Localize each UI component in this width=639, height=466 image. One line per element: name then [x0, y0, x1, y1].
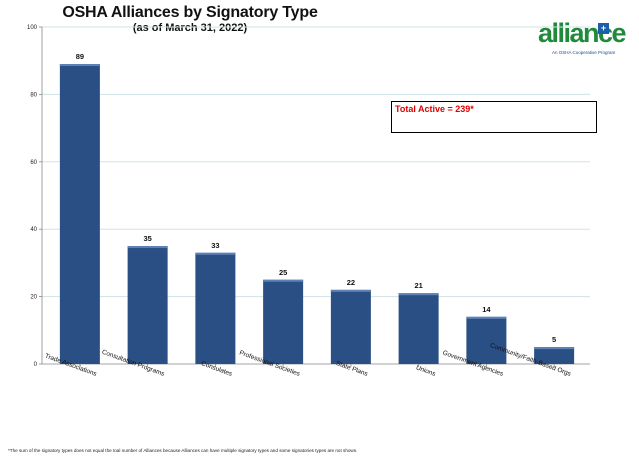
- total-active-box: Total Active = 239*: [391, 101, 597, 133]
- bar-highlight: [263, 279, 304, 282]
- bar: [59, 64, 100, 364]
- bar: [330, 289, 371, 364]
- y-tick-label: 60: [30, 160, 37, 166]
- bar-highlight: [466, 316, 507, 319]
- bar-highlight: [127, 246, 168, 249]
- bar-highlight: [330, 289, 371, 292]
- logo-tagline: An OSHA Cooperative Program: [552, 50, 616, 55]
- y-tick-label: 40: [30, 227, 37, 233]
- x-tick-label: Unions: [415, 364, 437, 378]
- chart-title: OSHA Alliances by Signatory Type: [62, 4, 318, 21]
- data-label: 5: [552, 335, 556, 344]
- footnote: *The sum of the signatory types does not…: [8, 448, 358, 453]
- logo-plus-icon: +: [598, 23, 609, 34]
- bar: [466, 316, 507, 364]
- bar: [534, 347, 575, 364]
- chart-subtitle: (as of March 31, 2022): [132, 22, 248, 34]
- data-label: 33: [211, 241, 219, 250]
- total-active-label: Total Active = 239*: [395, 104, 474, 114]
- bar: [195, 252, 236, 364]
- bar-highlight: [398, 293, 439, 296]
- data-label: 22: [347, 278, 355, 287]
- data-label: 35: [143, 234, 151, 243]
- y-tick-label: 20: [30, 295, 37, 301]
- data-label: 25: [279, 268, 287, 277]
- alliance-logo: alliance + An OSHA Cooperative Program: [538, 18, 630, 62]
- bar: [127, 246, 168, 364]
- y-tick-label: 100: [27, 25, 38, 31]
- bar-highlight: [195, 252, 236, 255]
- bar: [263, 279, 304, 364]
- logo-wordmark: alliance: [538, 18, 627, 48]
- bar-highlight: [534, 347, 575, 350]
- y-tick-label: 80: [30, 92, 37, 98]
- bar-highlight: [59, 64, 100, 67]
- y-tick-label: 0: [34, 362, 38, 368]
- data-label: 14: [482, 305, 491, 314]
- data-label: 21: [414, 281, 422, 290]
- data-label: 89: [76, 52, 84, 61]
- bar: [398, 293, 439, 364]
